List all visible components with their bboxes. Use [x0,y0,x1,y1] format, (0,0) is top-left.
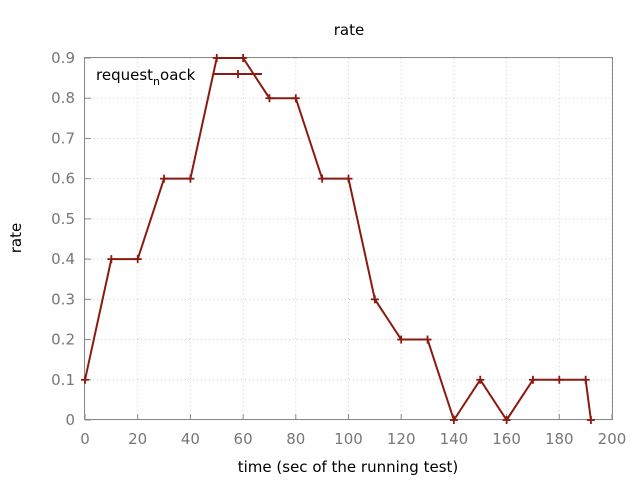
data-point [239,54,248,62]
y-tick-label: 0.8 [51,89,75,107]
y-tick-label: 0.4 [51,250,75,268]
y-tick-label: 0.6 [51,170,75,188]
x-axis-label: time (sec of the running test) [238,458,459,476]
x-tick-label: 140 [440,430,469,448]
series-line [84,57,592,423]
data-point [318,174,327,183]
data-point [186,174,195,183]
x-tick-label: 80 [286,430,305,448]
data-point [212,54,221,62]
data-point [107,255,116,264]
data-point [586,416,595,424]
legend-label-main: request [96,66,153,84]
x-tick-label: 40 [181,430,200,448]
data-point [423,335,432,344]
data-point [555,375,564,384]
data-point [397,335,406,344]
y-tick-label: 0 [65,411,75,429]
data-point [370,295,379,304]
data-point [265,94,274,103]
data-point [81,375,89,384]
grid-layer [84,57,613,421]
x-tick-label: 200 [598,430,627,448]
y-tick-label: 0.9 [51,49,75,67]
y-tick-label: 0.1 [51,371,75,389]
legend: requestnoack [96,66,262,88]
y-tick-label: 0.5 [51,210,75,228]
data-point [344,174,353,183]
y-axis-label: rate [7,223,25,253]
legend-label: requestnoack [96,66,196,88]
series-layer [81,54,595,424]
data-point [133,255,142,264]
data-point [160,174,169,183]
x-tick-label: 180 [545,430,574,448]
x-tick-label: 60 [234,430,253,448]
y-tick-label: 0.2 [51,331,75,349]
x-tick-label: 100 [334,430,363,448]
legend-label-subscript: n [153,75,160,88]
y-tick-label: 0.7 [51,129,75,147]
data-point [581,375,590,384]
x-tick-label: 160 [492,430,521,448]
legend-label-tail: oack [160,66,196,84]
chart-title: rate [334,21,364,39]
y-tick-label: 0.3 [51,290,75,308]
x-tick-label: 0 [80,430,90,448]
x-tick-label: 20 [128,430,147,448]
data-point [449,416,458,424]
data-point [291,94,300,103]
data-point [528,375,537,384]
data-point [476,375,485,384]
tick-layer: 0 0.1 0.2 0.3 0.4 0.5 0.6 0.7 0.8 0.9 0 20 40 60 80 100… [51,49,626,448]
data-point [502,416,511,424]
x-tick-label: 120 [387,430,416,448]
